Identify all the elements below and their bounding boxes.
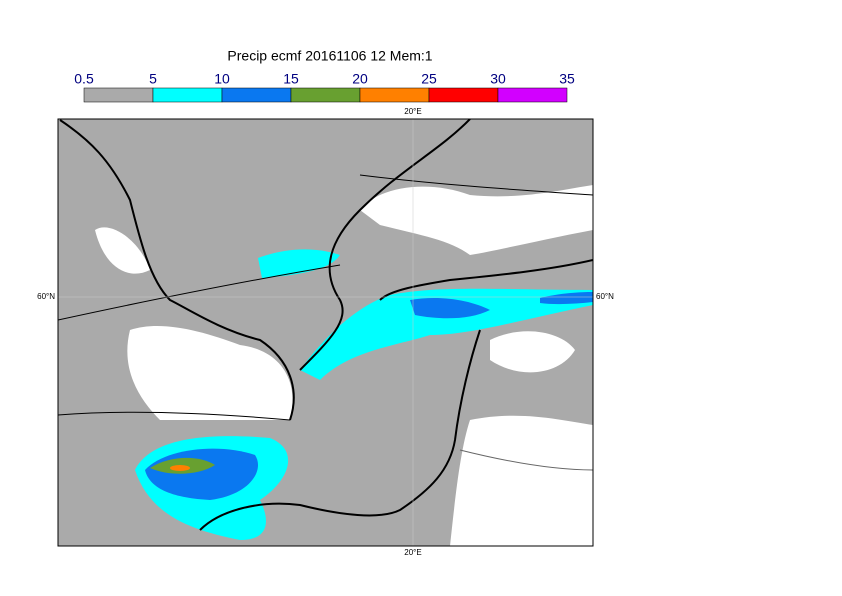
border <box>359 174 593 196</box>
colorbar: 0.5 5 10 15 20 25 30 35 <box>74 71 575 103</box>
precip-blue <box>410 298 490 319</box>
lat-label: 60°N <box>37 292 55 301</box>
colorbar-label: 25 <box>421 71 437 87</box>
map-frame <box>57 118 594 547</box>
precip-cyan <box>258 249 340 278</box>
border <box>58 264 341 321</box>
coastline <box>59 119 295 421</box>
colorbar-segment <box>497 87 568 103</box>
border <box>58 411 291 421</box>
colorbar-segment <box>428 87 499 103</box>
colorbar-segment <box>359 87 430 103</box>
dry-area <box>450 415 593 546</box>
colorbar-label: 35 <box>559 71 575 87</box>
precip-cyan <box>300 288 593 380</box>
precip-blue <box>540 292 593 305</box>
lon-label: 20°E <box>404 548 421 557</box>
colorbar-segment <box>221 87 292 103</box>
colorbar-label: 0.5 <box>74 71 94 87</box>
coastline <box>299 119 471 371</box>
dry-area <box>360 185 593 255</box>
colorbar-segment <box>152 87 223 103</box>
map-area <box>58 119 593 546</box>
lon-label: 20°E <box>404 107 421 116</box>
colorbar-label: 30 <box>490 71 506 87</box>
border <box>459 449 593 471</box>
colorbar-segment <box>290 87 361 103</box>
colorbar-label: 20 <box>352 71 368 87</box>
title: Precip ecmf 20161106 12 Mem:1 <box>227 48 432 64</box>
colorbar-label: 15 <box>283 71 299 87</box>
coastline <box>199 329 481 531</box>
colorbar-segment <box>83 87 154 103</box>
colorbar-label: 5 <box>149 71 157 87</box>
dry-area <box>127 325 293 420</box>
dry-area <box>95 227 150 274</box>
colorbar-label: 10 <box>214 71 230 87</box>
lat-label: 60°N <box>596 292 614 301</box>
coastline <box>379 259 593 301</box>
precip-orange <box>170 465 190 471</box>
dry-area <box>490 331 575 373</box>
